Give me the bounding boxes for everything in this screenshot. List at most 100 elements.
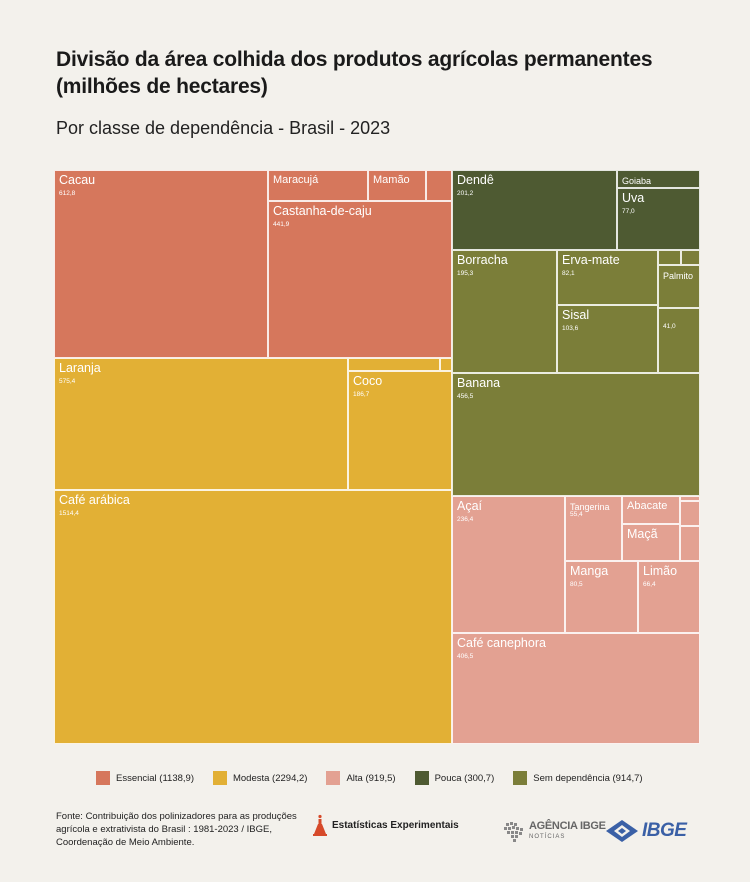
- treemap-cell-unlabeled-15: [658, 250, 681, 265]
- legend-label-essencial: Essencial (1138,9): [116, 772, 194, 784]
- cell-value: 575,4: [59, 378, 76, 385]
- agencia-main-label: AGÊNCIA IBGE: [529, 820, 606, 832]
- legend-item-modesta: Modesta (2294,2): [212, 771, 308, 785]
- brazil-map-icon: [504, 822, 523, 842]
- cell-value: 66,4: [643, 581, 656, 588]
- cell-value: 612,8: [59, 190, 76, 197]
- treemap-cell-unlabeled-16: [681, 250, 700, 265]
- cell-label: Mamão: [373, 174, 410, 186]
- cell-label: Laranja: [59, 361, 101, 375]
- ibge-wordmark: IBGE: [642, 820, 687, 841]
- treemap-cell-unlabeled-27: [680, 526, 700, 561]
- treemap-cell-banana: Banana 456,5: [452, 373, 700, 496]
- cell-label: Banana: [457, 376, 501, 390]
- cell-label: Palmito: [663, 271, 694, 281]
- cell-label: Dendê: [457, 173, 494, 187]
- cell-value: 441,9: [273, 221, 290, 228]
- treemap-cell-goiaba: Goiaba: [617, 170, 700, 188]
- cell-value: 456,5: [457, 393, 474, 400]
- cell-value: 406,5: [457, 653, 474, 660]
- treemap-cell-erva-mate: Erva-mate 82,1: [557, 250, 658, 305]
- legend-swatch-alta: [326, 771, 341, 785]
- cell-label: Coco: [353, 374, 383, 388]
- cell-label: Borracha: [457, 253, 508, 267]
- cell-label: Castanha-de-caju: [273, 204, 372, 218]
- flask-icon: [313, 814, 327, 836]
- treemap-cell-unlabeled-6: [348, 358, 440, 371]
- legend-label-sem: Sem dependência (914,7): [533, 772, 643, 784]
- treemap-cell-tangerina: Tangerina 55,4: [565, 496, 622, 561]
- cell-value: 186,7: [353, 391, 370, 398]
- cell-value: 195,3: [457, 270, 474, 277]
- treemap-cell-palmito: Palmito: [658, 265, 700, 308]
- treemap-cell-unlabeled-26: [680, 501, 700, 526]
- cell-value: 77,0: [622, 208, 635, 215]
- cell-label: Limão: [643, 564, 678, 578]
- legend-swatch-essencial: [96, 771, 110, 785]
- cell-label: Goiaba: [622, 176, 652, 186]
- cell-value: 82,1: [562, 270, 575, 277]
- treemap-cell-manga: Manga 80,5: [565, 561, 638, 633]
- treemap-cell-maracuja: Maracujá: [268, 170, 368, 201]
- chart-subtitle: Por classe de dependência - Brasil - 202…: [56, 118, 391, 138]
- treemap-cell-unlabeled-7: [440, 358, 452, 371]
- cell-label: Cacau: [59, 173, 96, 187]
- experimental-badge: Estatísticas Experimentais: [313, 814, 459, 836]
- treemap-cell-unlabeled-19: 41,0: [658, 308, 700, 373]
- legend: Essencial (1138,9) Modesta (2294,2) Alta…: [96, 771, 662, 785]
- cell-label: Abacate: [627, 500, 668, 512]
- ibge-emblem-icon: [606, 820, 638, 842]
- cell-label: Erva-mate: [562, 253, 620, 267]
- treemap-cell-abacate: Abacate: [622, 496, 680, 524]
- legend-item-alta: Alta (919,5): [326, 771, 396, 785]
- legend-item-essencial: Essencial (1138,9): [96, 771, 194, 785]
- cell-label: Maracujá: [273, 174, 319, 186]
- treemap-cell-unlabeled-25: [680, 496, 700, 501]
- treemap-cell-cafe-arabica: Café arábica 1514,4: [54, 490, 452, 744]
- treemap-cell-dende: Dendê 201,2: [452, 170, 617, 250]
- legend-label-modesta: Modesta (2294,2): [232, 772, 308, 784]
- source-note: Fonte: Contribuição dos polinizadores pa…: [56, 811, 297, 848]
- treemap-cell-borracha: Borracha 195,3: [452, 250, 557, 373]
- agencia-ibge-logo: AGÊNCIA IBGE NOTÍCIAS: [502, 821, 606, 843]
- cell-label: Café canephora: [457, 636, 546, 650]
- cell-label: Manga: [570, 564, 609, 578]
- ibge-logo: IBGE: [606, 820, 687, 842]
- treemap-cell-mamao: Mamão: [368, 170, 426, 201]
- cell-value: 41,0: [663, 323, 676, 330]
- chart-title: Divisão da área colhida dos produtos agr…: [56, 48, 653, 98]
- cell-label: Maçã: [627, 527, 658, 541]
- treemap-cell-laranja: Laranja 575,4: [54, 358, 348, 490]
- cell-value: 1514,4: [59, 510, 79, 517]
- cell-value: 236,4: [457, 516, 474, 523]
- cell-label: Açaí: [457, 499, 483, 513]
- legend-label-pouca: Pouca (300,7): [434, 772, 495, 784]
- treemap-cell-castanha-de-caju: Castanha-de-caju 441,9: [268, 201, 452, 358]
- experimental-label: Estatísticas Experimentais: [332, 819, 459, 831]
- cell-label: Café arábica: [59, 493, 130, 507]
- treemap-cell-acai: Açaí 236,4: [452, 496, 565, 633]
- treemap: Cacau 612,8 Maracujá Mamão Castanha-de-caju 4…: [54, 170, 700, 744]
- cell-value: 55,4: [570, 511, 583, 518]
- treemap-cell-cacau: Cacau 612,8: [54, 170, 268, 358]
- legend-swatch-sem: [513, 771, 528, 785]
- legend-swatch-pouca: [414, 771, 429, 785]
- legend-item-sem: Sem dependência (914,7): [513, 771, 643, 785]
- treemap-cell-maca: Maçã: [622, 524, 680, 561]
- treemap-cell-cafe-canephora: Café canephora 406,5: [452, 633, 700, 744]
- treemap-cell-uva: Uva 77,0: [617, 188, 700, 250]
- treemap-cell-sisal: Sisal 103,6: [557, 305, 658, 373]
- legend-swatch-modesta: [212, 771, 227, 785]
- treemap-cell-unlabeled-3: [426, 170, 452, 201]
- cell-label: Uva: [622, 191, 645, 205]
- legend-label-alta: Alta (919,5): [346, 772, 396, 784]
- cell-label: Sisal: [562, 308, 590, 322]
- legend-item-pouca: Pouca (300,7): [414, 771, 495, 785]
- cell-value: 201,2: [457, 190, 474, 197]
- cell-value: 103,6: [562, 325, 579, 332]
- cell-label: Tangerina: [570, 502, 610, 512]
- agencia-sub-label: NOTÍCIAS: [529, 834, 566, 840]
- treemap-cell-coco: Coco 186,7: [348, 371, 452, 490]
- treemap-cell-limao: Limão 66,4: [638, 561, 700, 633]
- cell-value: 80,5: [570, 581, 583, 588]
